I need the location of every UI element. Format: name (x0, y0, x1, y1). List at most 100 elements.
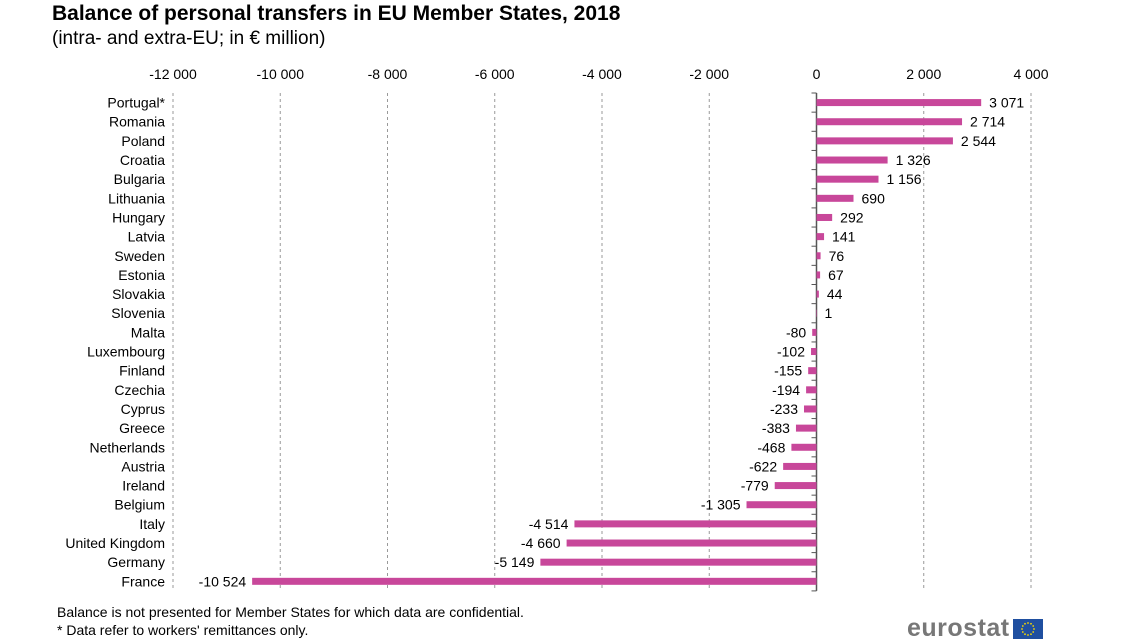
category-label: France (121, 573, 165, 589)
category-label: Hungary (112, 209, 165, 225)
flag-star (1020, 627, 1023, 630)
bar (808, 367, 817, 375)
data-label: -10 524 (199, 573, 247, 589)
bar (816, 213, 833, 221)
data-label: -779 (741, 478, 769, 494)
category-label: Latvia (128, 229, 166, 245)
bar (252, 577, 817, 585)
category-label: Sweden (114, 248, 165, 264)
data-label: 1 156 (886, 171, 921, 187)
data-label: -5 149 (495, 554, 535, 570)
bar (816, 137, 953, 145)
category-label: Finland (119, 363, 165, 379)
data-label: 3 071 (989, 95, 1024, 111)
category-label: Bulgaria (114, 171, 166, 187)
eurostat-logo: eurostat (907, 614, 1043, 643)
flag-star (1021, 624, 1024, 627)
data-label: 2 714 (970, 114, 1005, 130)
bar (774, 482, 817, 490)
data-label: 690 (862, 190, 886, 206)
flag-star (1023, 622, 1026, 625)
footnote-confidential: Balance is not presented for Member Stat… (57, 604, 524, 620)
category-label: Ireland (122, 478, 165, 494)
category-label: Malta (131, 324, 165, 340)
category-label: Italy (139, 516, 165, 532)
data-label: 76 (829, 248, 845, 264)
bar (791, 443, 817, 451)
x-tick-label: -2 000 (689, 66, 729, 82)
x-tick-label: -4 000 (582, 66, 622, 82)
category-label: Cyprus (121, 401, 165, 417)
data-label: -1 305 (701, 497, 741, 513)
data-label: -80 (786, 324, 806, 340)
data-label: -233 (770, 401, 798, 417)
bar (816, 290, 819, 298)
data-label: -468 (757, 439, 785, 455)
bar (816, 156, 888, 164)
bar (812, 328, 817, 336)
category-label: Czechia (114, 382, 165, 398)
bar (816, 99, 982, 107)
data-label: -383 (762, 420, 790, 436)
eu-flag-icon (1012, 618, 1043, 639)
data-label: -102 (777, 344, 805, 360)
category-label: Austria (121, 458, 165, 474)
bar (816, 194, 854, 202)
bar (795, 424, 817, 432)
data-label: -4 514 (529, 516, 569, 532)
data-label: -194 (772, 382, 800, 398)
category-label: Croatia (120, 152, 165, 168)
flag-star (1031, 624, 1034, 627)
data-label: 67 (828, 267, 844, 283)
data-label: 1 326 (896, 152, 931, 168)
category-label: Belgium (114, 497, 165, 513)
chart-subtitle: (intra- and extra-EU; in € million) (52, 28, 326, 49)
data-label: -155 (774, 363, 802, 379)
category-label: Romania (109, 114, 165, 130)
bar (811, 348, 817, 356)
flag-star (1032, 627, 1035, 630)
bar (574, 520, 817, 528)
data-label: 141 (832, 229, 856, 245)
flag-star (1021, 630, 1024, 633)
bar (746, 501, 817, 509)
flag-star (1031, 630, 1034, 633)
bar (816, 233, 825, 241)
category-label: United Kingdom (65, 535, 165, 551)
x-tick-label: -12 000 (149, 66, 197, 82)
data-label: -4 660 (521, 535, 561, 551)
category-label: Estonia (118, 267, 165, 283)
bar (540, 558, 817, 566)
bar (816, 271, 821, 279)
category-label: Netherlands (90, 439, 166, 455)
data-label: 1 (825, 305, 833, 321)
x-tick-label: 4 000 (1013, 66, 1048, 82)
flag-star (1023, 632, 1026, 635)
bar (806, 386, 817, 394)
x-tick-label: 2 000 (906, 66, 941, 82)
bar (816, 175, 879, 183)
bar (816, 252, 821, 260)
x-tick-label: -8 000 (368, 66, 408, 82)
flag-star (1029, 632, 1032, 635)
bar (816, 118, 963, 126)
category-label: Portugal* (107, 95, 165, 111)
flag-star (1026, 621, 1029, 624)
flag-star (1026, 633, 1029, 636)
bar (804, 405, 817, 413)
category-label: Germany (107, 554, 165, 570)
data-label: 292 (840, 209, 864, 225)
flag-star (1029, 622, 1032, 625)
bar (566, 539, 817, 547)
data-label: 44 (827, 286, 843, 302)
data-label: 2 544 (961, 133, 996, 149)
x-tick-label: 0 (813, 66, 821, 82)
category-label: Luxembourg (87, 344, 165, 360)
category-label: Slovakia (112, 286, 165, 302)
footnote-remittances: * Data refer to workers' remittances onl… (57, 622, 309, 638)
category-label: Lithuania (108, 190, 165, 206)
bar (816, 309, 817, 317)
data-label: -622 (749, 458, 777, 474)
bar (783, 462, 817, 470)
